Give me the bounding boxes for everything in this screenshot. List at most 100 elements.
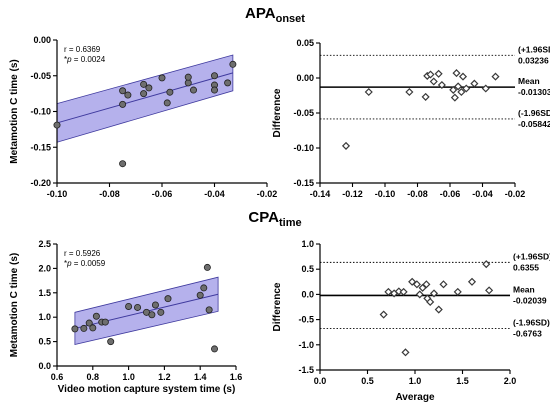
- y-tick-label: -0.15: [293, 178, 314, 188]
- y-tick-label: 0.0: [301, 289, 314, 299]
- x-tick-label: -0.02: [257, 189, 278, 199]
- data-point: [481, 84, 490, 93]
- data-point: [196, 291, 204, 299]
- data-point: [421, 92, 430, 101]
- y-axis-label: Difference: [272, 88, 283, 137]
- data-point: [53, 121, 61, 129]
- panel-apa-bland-altman: (+1.96SD)0.03236Mean-0.01303(-1.96SD)-0.…: [272, 38, 550, 199]
- p-value-label: *p = 0.0059: [64, 259, 106, 268]
- x-tick-label: -0.06: [440, 189, 461, 199]
- data-point: [482, 260, 491, 269]
- lower-limit-label: (-1.96SD): [513, 317, 550, 327]
- data-point: [426, 70, 435, 79]
- x-tick-label: -0.04: [204, 189, 225, 199]
- data-point: [450, 93, 459, 102]
- data-point: [394, 287, 403, 296]
- y-tick-label: 1.0: [301, 239, 314, 249]
- upper-limit-label: (+1.96SD): [518, 44, 550, 54]
- x-tick-label: 2.0: [504, 376, 517, 386]
- data-point: [210, 72, 218, 80]
- data-point: [422, 280, 431, 289]
- data-point: [101, 318, 109, 326]
- data-point: [211, 345, 219, 353]
- data-point: [119, 160, 127, 168]
- data-point: [462, 84, 471, 93]
- row-title-apa: APAonset: [245, 5, 305, 25]
- x-axis-label: Video motion capture system time (s): [58, 384, 236, 395]
- data-point: [379, 310, 388, 319]
- y-axis-label: Metamotion C time (s): [9, 59, 20, 163]
- x-tick-label: 1.5: [456, 376, 469, 386]
- data-point: [157, 308, 165, 316]
- data-point: [229, 60, 237, 68]
- data-point: [429, 289, 439, 298]
- data-point: [405, 87, 414, 97]
- y-tick-label: 0.05: [296, 38, 314, 48]
- x-tick-label: 0.0: [314, 376, 327, 386]
- data-point: [119, 87, 127, 95]
- data-point: [470, 79, 479, 88]
- y-tick-label: 1.5: [38, 288, 51, 298]
- panel-cpa-correlation: 0.6 0.8 1.0 1.2 1.4 1.6 0.0 0.5 1.0 1.5 2.0 2.5 Meta…: [9, 239, 242, 395]
- data-point: [205, 306, 213, 314]
- mean-value: -0.02039: [513, 295, 547, 305]
- data-point: [145, 84, 153, 92]
- mean-label: Mean: [518, 76, 540, 86]
- y-tick-label: -0.5: [298, 315, 314, 325]
- data-point: [341, 141, 351, 150]
- mean-label: Mean: [513, 284, 535, 294]
- data-point: [119, 100, 127, 108]
- data-point: [467, 277, 477, 286]
- y-tick-label: -1.0: [298, 340, 314, 350]
- y-axis-label: Difference: [272, 282, 283, 331]
- data-point: [418, 283, 427, 292]
- panel-cpa-bland-altman: (+1.96SD)0.6355 Mean-0.02039 (-1.96SD)-0.6…: [272, 239, 550, 403]
- regression-line: [56, 72, 234, 124]
- data-point: [457, 87, 466, 97]
- data-point: [412, 280, 421, 289]
- data-point: [166, 88, 174, 96]
- data-point: [200, 284, 208, 292]
- y-tick-label: 1.0: [38, 312, 51, 322]
- data-point: [401, 348, 410, 357]
- data-point: [429, 77, 438, 86]
- data-point: [437, 80, 446, 90]
- x-tick-label: 0.6: [51, 372, 64, 382]
- data-point: [140, 80, 148, 88]
- x-tick-label: -0.10: [47, 189, 68, 199]
- data-point: [399, 287, 408, 296]
- data-point: [453, 287, 462, 296]
- data-point: [452, 69, 461, 78]
- x-tick-label: -0.06: [152, 189, 173, 199]
- data-point: [434, 69, 443, 78]
- data-point: [89, 324, 97, 332]
- x-tick-label: 0.5: [361, 376, 374, 386]
- data-point: [415, 290, 424, 299]
- row-title-cpa: CPAtime: [248, 209, 301, 229]
- data-point: [434, 305, 443, 314]
- upper-limit-value: 0.03236: [518, 55, 549, 65]
- x-tick-label: -0.04: [472, 189, 493, 199]
- data-point: [107, 338, 115, 346]
- data-point: [163, 99, 171, 107]
- y-tick-label: -1.5: [298, 365, 314, 375]
- data-point: [85, 319, 93, 327]
- mean-value: -0.01303: [518, 87, 550, 97]
- r-value-label: r = 0.5926: [64, 249, 101, 258]
- x-tick-label: 0.8: [87, 372, 100, 382]
- y-tick-label: -0.10: [30, 107, 51, 117]
- data-point: [71, 325, 79, 333]
- data-point: [151, 301, 159, 309]
- y-tick-label: 2.0: [38, 263, 51, 273]
- y-tick-label: -0.10: [293, 143, 314, 153]
- data-point: [80, 324, 88, 332]
- data-point: [164, 295, 172, 303]
- data-point: [203, 263, 211, 271]
- y-tick-label: 0.0: [38, 361, 51, 371]
- data-point: [124, 91, 132, 99]
- data-point: [134, 303, 142, 311]
- y-tick-label: 0.5: [301, 264, 314, 274]
- panel-apa-correlation: -0.10 -0.08 -0.06 -0.04 -0.02 -0.20 -0.15 -0.10…: [9, 35, 277, 199]
